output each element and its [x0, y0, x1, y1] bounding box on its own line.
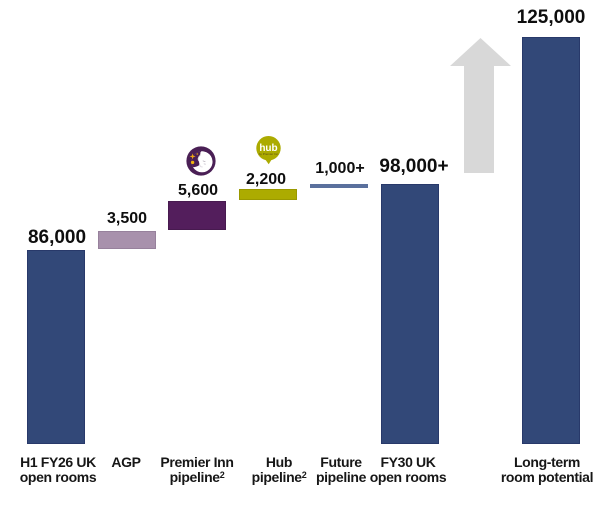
svg-text:by Premier Inn: by Premier Inn: [259, 152, 279, 156]
svg-text:hub: hub: [259, 143, 277, 154]
